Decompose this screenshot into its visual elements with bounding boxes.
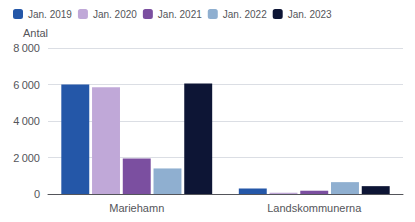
svg-text:Mariehamn: Mariehamn [109, 202, 164, 214]
svg-text:Jan. 2023: Jan. 2023 [288, 9, 332, 20]
svg-text:2 000: 2 000 [13, 152, 40, 164]
svg-text:Jan. 2021: Jan. 2021 [158, 9, 202, 20]
svg-text:Antal: Antal [23, 27, 48, 39]
svg-text:Jan. 2022: Jan. 2022 [223, 9, 267, 20]
svg-text:Jan. 2019: Jan. 2019 [28, 9, 72, 20]
svg-text:0: 0 [34, 188, 40, 200]
svg-text:8 000: 8 000 [13, 42, 40, 54]
svg-text:4 000: 4 000 [13, 115, 40, 127]
svg-text:6 000: 6 000 [13, 79, 40, 91]
svg-text:Landskommunerna: Landskommunerna [267, 202, 362, 214]
svg-text:Jan. 2020: Jan. 2020 [93, 9, 137, 20]
